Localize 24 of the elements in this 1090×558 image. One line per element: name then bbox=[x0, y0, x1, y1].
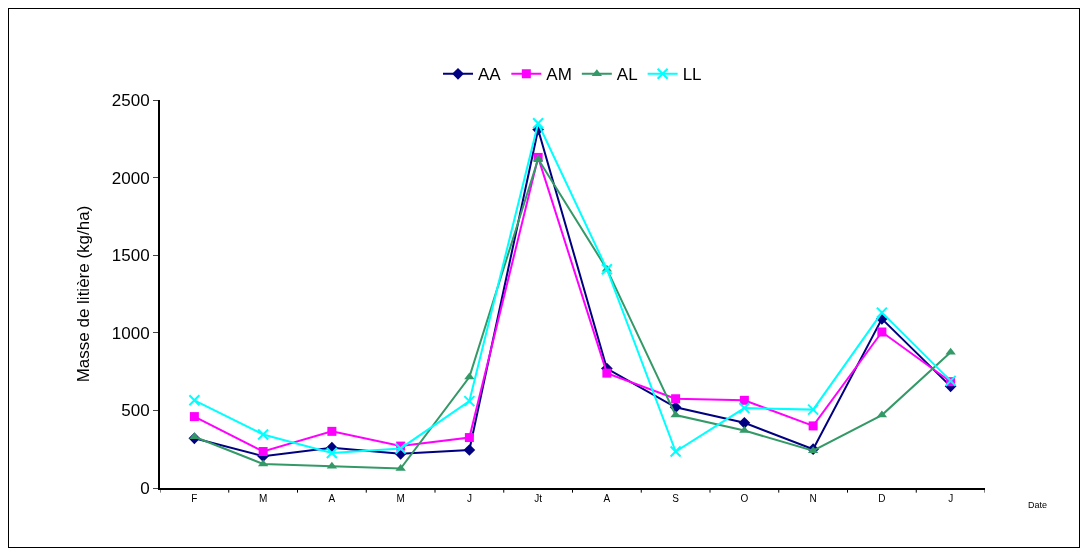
y-tick-label: 500 bbox=[121, 401, 150, 421]
x-tick-label: Jt bbox=[534, 493, 543, 504]
legend-label: AM bbox=[546, 65, 572, 85]
x-axis-title: Date bbox=[1028, 500, 1048, 510]
y-tick-label: 2500 bbox=[111, 90, 150, 110]
x-tick-label: A bbox=[603, 493, 611, 504]
x-tick-label: J bbox=[466, 493, 472, 504]
legend-label: AA bbox=[478, 65, 502, 85]
x-tick-label: F bbox=[191, 493, 198, 504]
x-tick-label: J bbox=[948, 493, 954, 504]
y-tick-label: 1000 bbox=[111, 323, 150, 343]
y-tick-label: 1500 bbox=[111, 246, 150, 266]
x-tick-label: O bbox=[740, 493, 749, 504]
x-tick-label: D bbox=[878, 493, 886, 504]
x-tick-label: S bbox=[672, 493, 680, 504]
y-tick-label: 2000 bbox=[111, 168, 150, 188]
x-tick-label: M bbox=[396, 493, 405, 504]
y-axis-title: Masse de litière (kg/ha) bbox=[73, 205, 93, 383]
legend-label: AL bbox=[616, 65, 638, 85]
x-tick-label: N bbox=[809, 493, 817, 504]
y-tick-label: 0 bbox=[140, 478, 150, 498]
legend-label: LL bbox=[682, 65, 702, 85]
x-tick-label: A bbox=[328, 493, 336, 504]
x-tick-label: M bbox=[258, 493, 268, 504]
